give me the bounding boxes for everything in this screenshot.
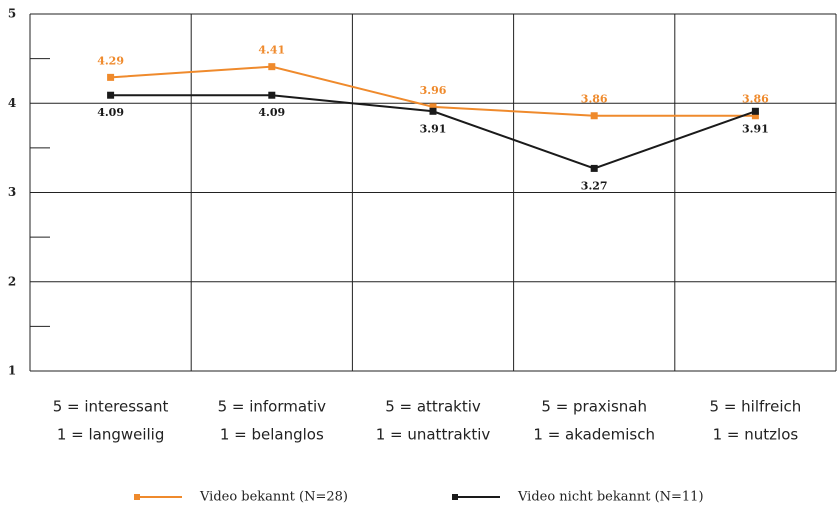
point [268, 91, 276, 99]
data-label: 4.29 [97, 54, 124, 67]
x-tick-label: 5 = praxisnah [541, 398, 647, 416]
data-label: 4.09 [258, 106, 285, 119]
x-tick-label: 5 = interessant [53, 398, 169, 416]
point [268, 63, 276, 71]
x-tick-label: 1 = langweilig [57, 426, 165, 444]
point [429, 107, 437, 115]
x-tick-label: 1 = belanglos [220, 426, 324, 444]
point [751, 107, 759, 115]
x-tick-label: 5 = hilfreich [710, 398, 802, 416]
legend-marker [452, 494, 458, 500]
point [590, 164, 598, 172]
x-tick-label: 5 = attraktiv [385, 398, 481, 416]
x-tick-label: 1 = unattraktiv [376, 426, 491, 444]
data-label: 3.96 [420, 84, 447, 97]
data-label: 3.86 [581, 93, 608, 106]
data-label: 4.09 [97, 106, 124, 119]
data-label: 3.86 [742, 93, 769, 106]
x-tick-label: 1 = nutzlos [713, 426, 799, 444]
x-tick-label: 1 = akademisch [533, 426, 655, 444]
point [429, 103, 437, 111]
y-tick-label: 5 [8, 7, 16, 21]
data-label: 4.41 [258, 44, 285, 57]
point [590, 112, 598, 120]
y-tick-label: 2 [8, 274, 16, 288]
data-label: 3.91 [742, 122, 769, 135]
y-tick-label: 1 [8, 364, 16, 378]
point [107, 91, 115, 99]
legend-marker [134, 494, 140, 500]
y-tick-label: 4 [8, 96, 16, 110]
point [107, 73, 115, 81]
y-tick-label: 3 [8, 185, 16, 199]
point [751, 112, 759, 120]
data-label: 3.91 [420, 122, 447, 135]
legend-label: Video nicht bekannt (N=11) [517, 490, 704, 505]
data-label: 3.27 [581, 179, 608, 192]
legend-label: Video bekannt (N=28) [199, 490, 348, 505]
x-tick-label: 5 = informativ [218, 398, 327, 416]
